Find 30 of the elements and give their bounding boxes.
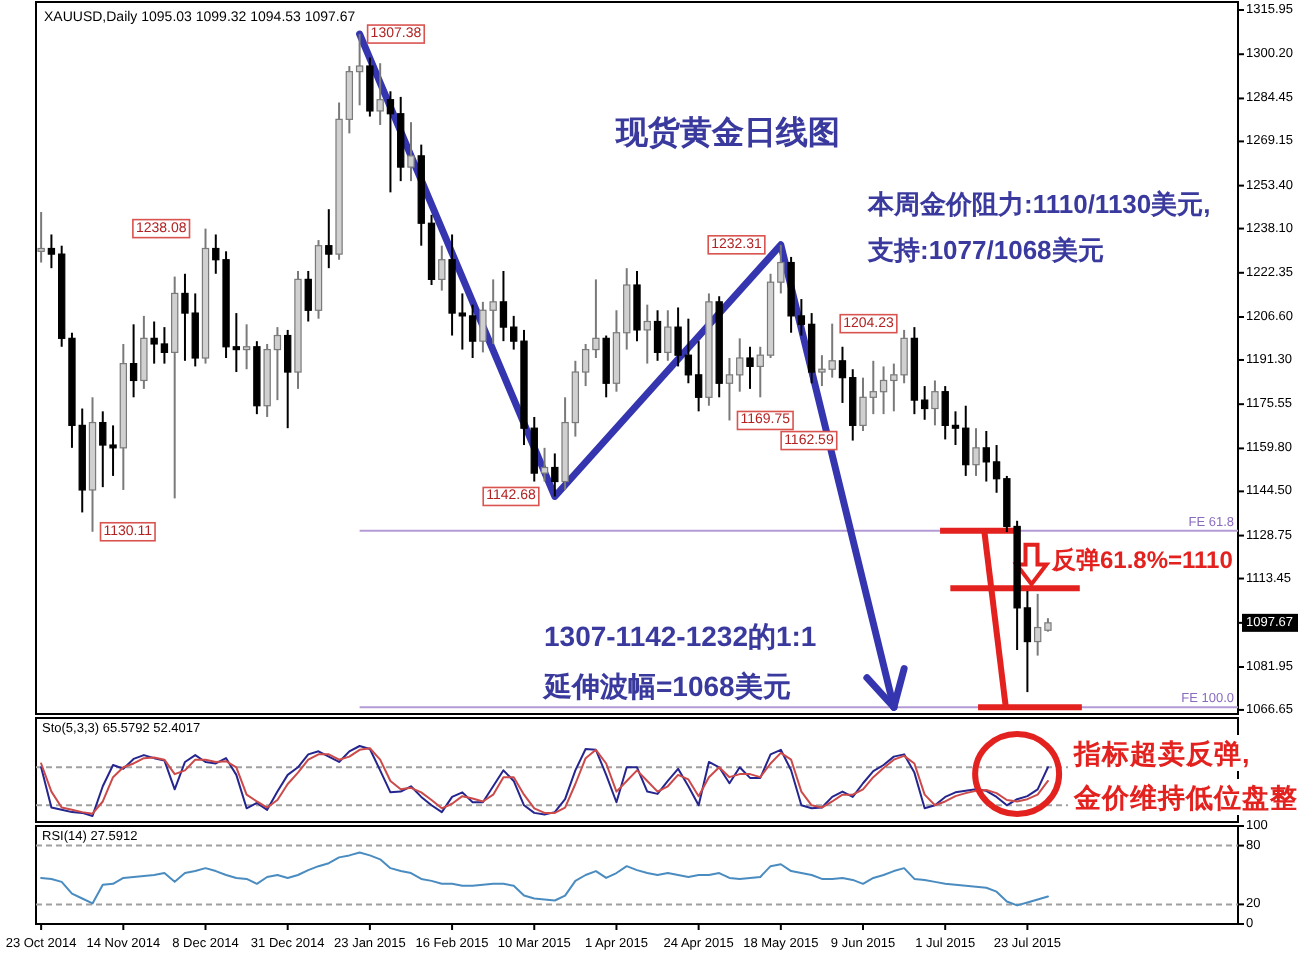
candlestick — [633, 269, 641, 343]
candlestick — [325, 208, 333, 270]
candlestick — [931, 379, 939, 427]
candlestick — [972, 427, 980, 477]
candlestick — [304, 269, 312, 323]
candlestick — [540, 446, 549, 483]
candlestick — [242, 323, 251, 371]
candlestick — [643, 303, 651, 365]
candlestick — [37, 211, 45, 264]
candlestick — [746, 345, 754, 390]
candlestick — [376, 62, 384, 126]
annotation: 指标超卖反弹, — [1072, 737, 1250, 769]
annotation: 延伸波幅=1068美元 — [542, 670, 791, 702]
annotation: 1307-1142-1232的1:1 — [544, 620, 817, 652]
candlestick — [602, 334, 610, 399]
text: 现货黄金日线图 — [614, 115, 840, 151]
line-series — [40, 851, 1049, 907]
candlestick — [366, 56, 374, 118]
candlestick — [653, 309, 662, 362]
candlestick — [284, 328, 292, 430]
annotation: 金价维持低位盘整 — [1072, 781, 1298, 813]
candlestick — [664, 309, 672, 362]
candlestick — [129, 323, 138, 399]
annotation: 反弹61.8%=1110 — [1050, 546, 1234, 574]
annotation: 本周金价阻力:1110/1130美元, — [866, 189, 1211, 219]
candlestick — [551, 452, 559, 498]
candlestick — [140, 314, 148, 390]
candlestick — [407, 121, 415, 183]
annotation: 支持:1077/1068美元 — [866, 235, 1104, 265]
candlestick — [438, 244, 446, 292]
